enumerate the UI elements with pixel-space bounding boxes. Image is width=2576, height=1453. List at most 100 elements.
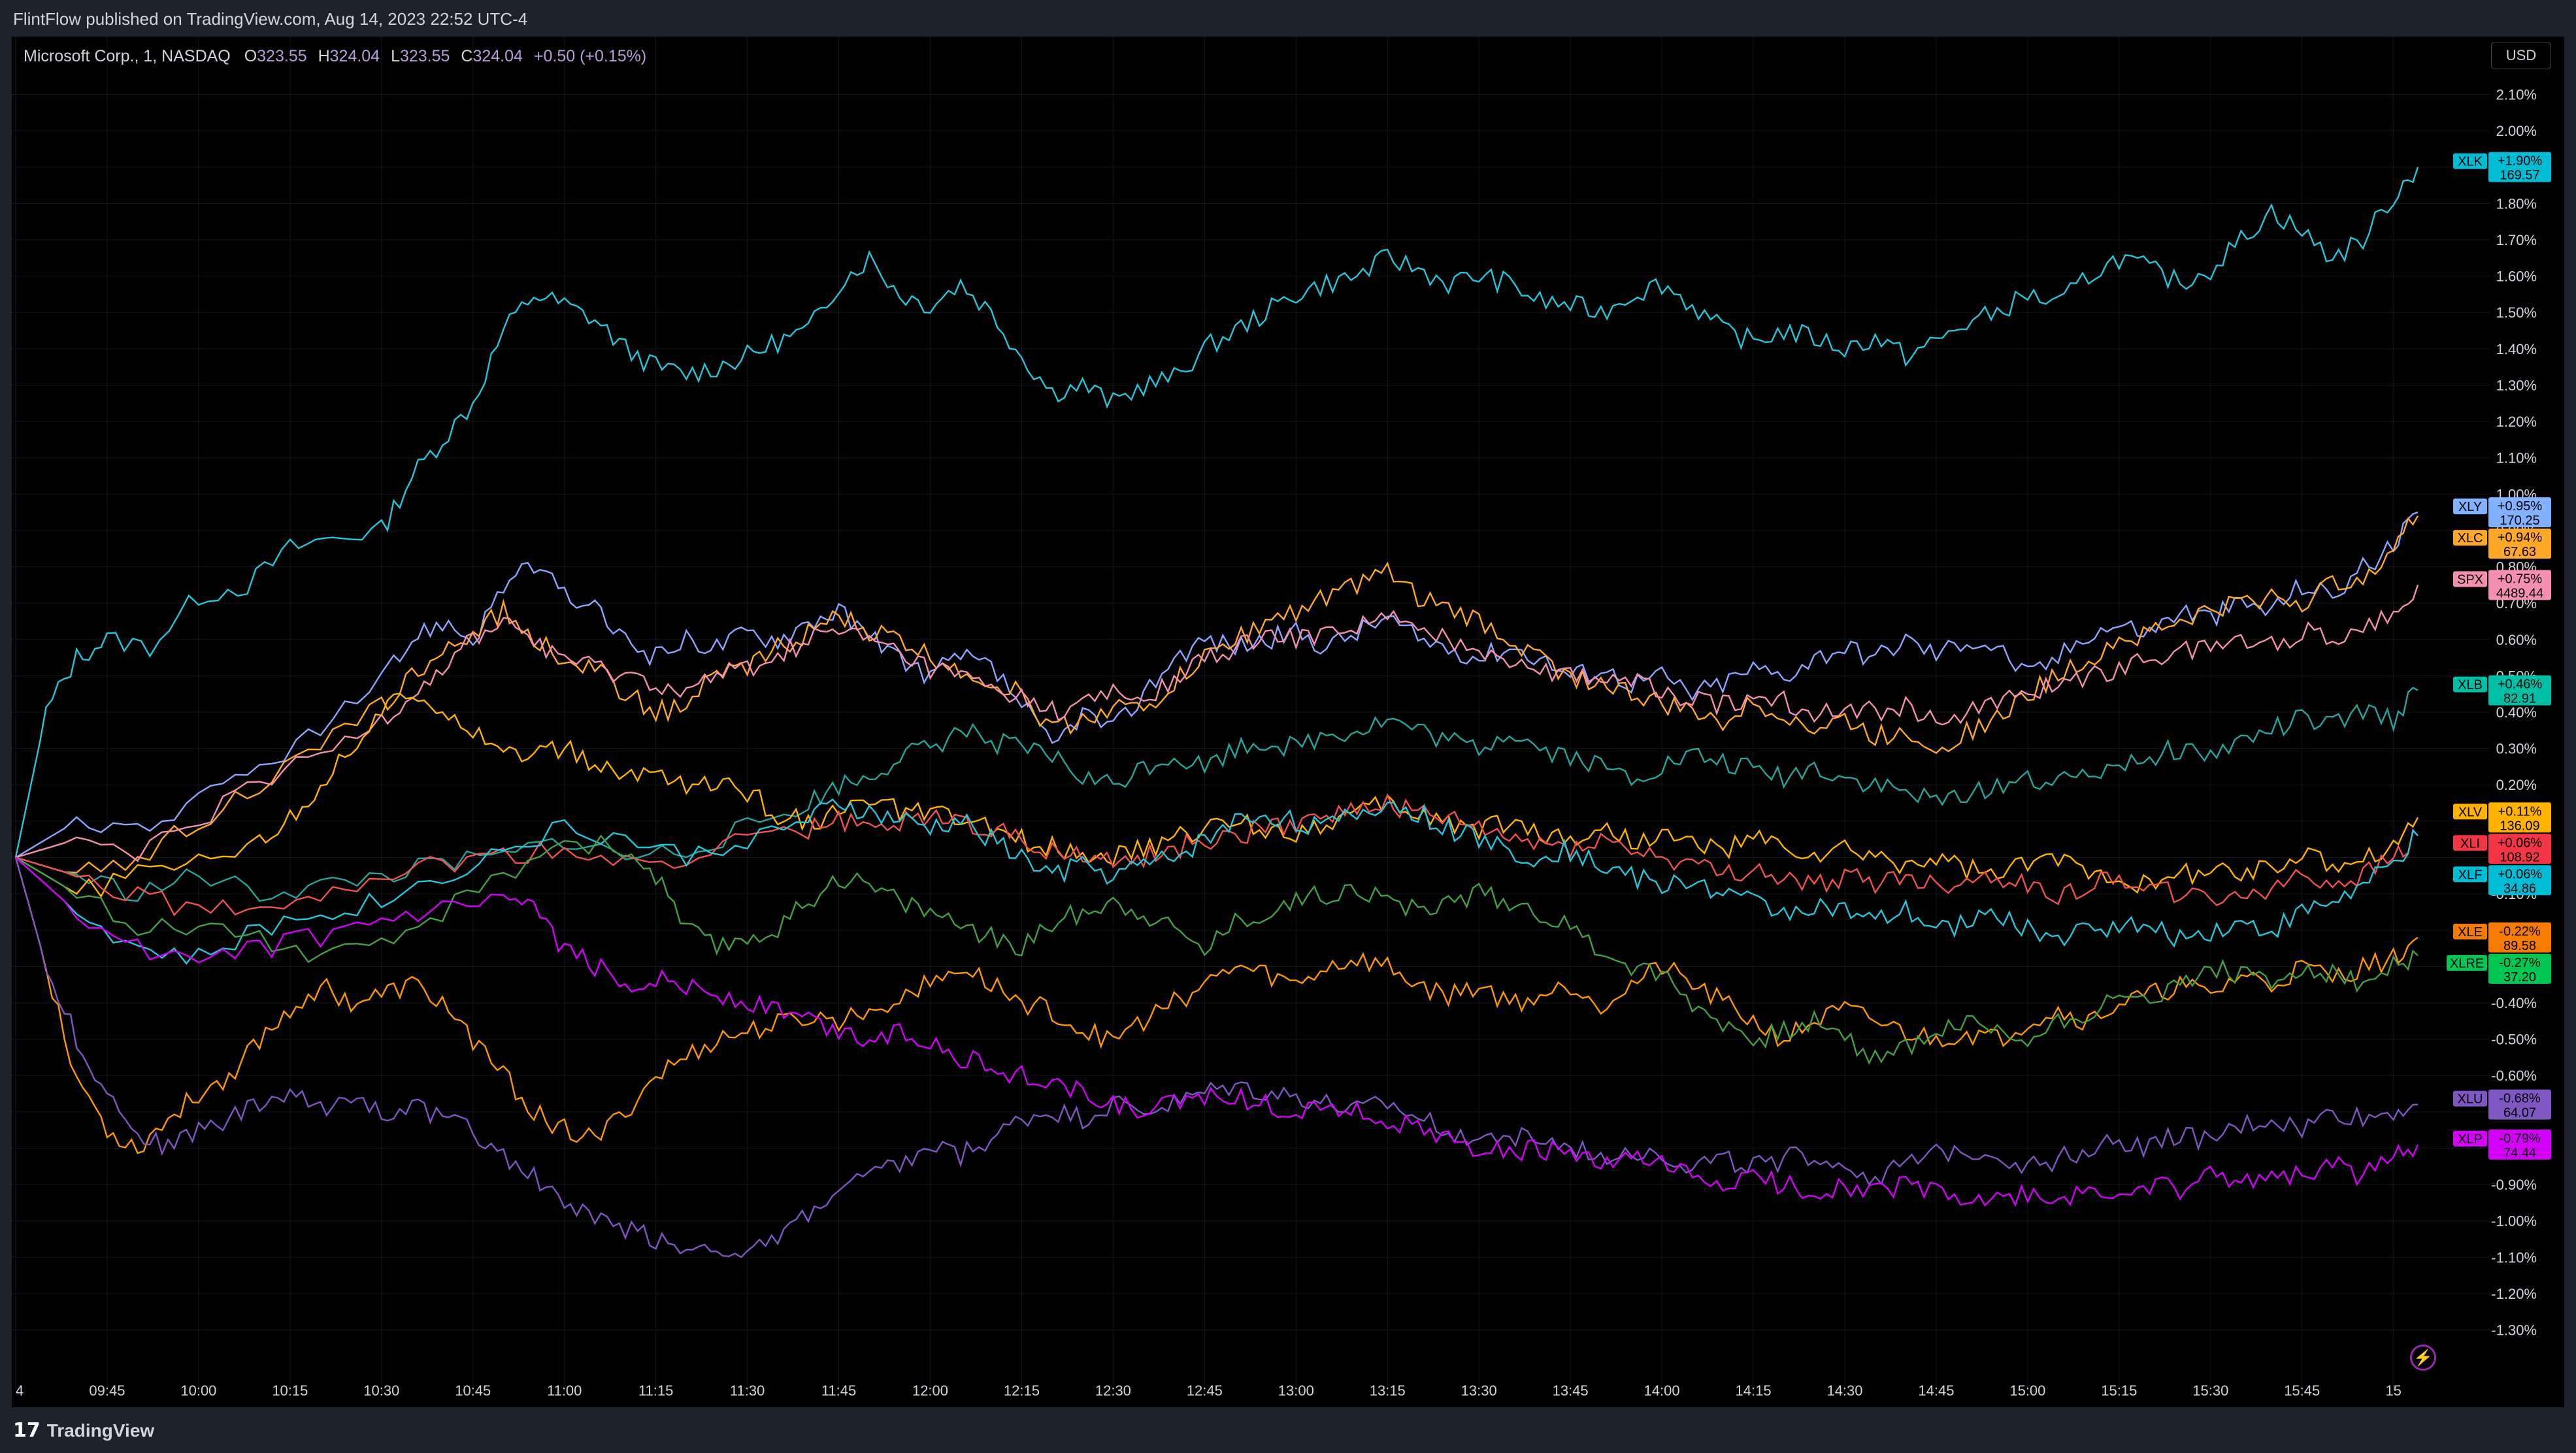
x-tick-label: 12:30	[1095, 1382, 1131, 1399]
series-name: XLP	[2458, 1132, 2483, 1147]
x-tick-label: 15:15	[2101, 1382, 2137, 1399]
legend-open: O323.55	[244, 47, 307, 65]
y-tick-label: 1.60%	[2496, 269, 2537, 285]
series-name: XLK	[2458, 155, 2483, 169]
symbol-legend[interactable]: Microsoft Corp., 1, NASDAQ O323.55 H324.…	[24, 47, 646, 66]
series-label-xlc[interactable]: XLC +0.94%67.63	[2453, 529, 2551, 559]
y-tick-label: 1.80%	[2496, 195, 2537, 212]
y-tick-label: -1.10%	[2491, 1249, 2537, 1265]
series-label-xlre[interactable]: XLRE -0.27%37.20	[2447, 953, 2551, 985]
series-line-xlb[interactable]	[15, 687, 2419, 902]
series-name-badge	[2453, 571, 2487, 587]
x-tick-label: 10:30	[363, 1382, 399, 1399]
y-tick-label: 0.40%	[2496, 704, 2537, 721]
series-value-badge	[2488, 1129, 2551, 1160]
series-label-xlv[interactable]: XLV +0.11%136.09	[2453, 802, 2551, 833]
series-name-badge	[2453, 1090, 2487, 1107]
footer-brand: TradingView	[46, 1420, 155, 1441]
grid	[12, 37, 2490, 1392]
currency-button[interactable]: USD	[2491, 42, 2551, 69]
series-label-xlp[interactable]: XLP -0.79%74.44	[2453, 1129, 2551, 1160]
y-tick-label: 2.00%	[2496, 123, 2537, 139]
series-last-pct: -0.27%	[2499, 956, 2541, 970]
series-label-xlf[interactable]: XLF +0.06%34.86	[2453, 865, 2551, 896]
series-line-xle[interactable]	[14, 857, 2419, 1154]
y-tick-label: 1.20%	[2496, 414, 2537, 430]
series-name: SPX	[2457, 572, 2483, 587]
series-line-xlf[interactable]	[15, 798, 2419, 965]
y-tick-label: -1.20%	[2491, 1286, 2537, 1302]
y-tick-label: 1.40%	[2496, 341, 2537, 357]
x-tick-label: 13:45	[1553, 1382, 1589, 1399]
x-tick-label: 10:45	[455, 1382, 491, 1399]
y-tick-label: 2.10%	[2496, 86, 2537, 103]
series-value-badge	[2488, 497, 2551, 528]
x-tick-label: 14:45	[1918, 1382, 1954, 1399]
series-line-xlk[interactable]	[14, 167, 2419, 858]
series-name-badge	[2453, 530, 2487, 546]
series-line-xli[interactable]	[15, 793, 2419, 917]
series-value-badge	[2488, 675, 2551, 706]
series-label-spx[interactable]: SPX +0.75%4489.44	[2453, 570, 2551, 600]
series-name-badge	[2453, 676, 2487, 693]
series-name: XLI	[2460, 836, 2480, 851]
series-name-badge	[2447, 955, 2487, 971]
x-tick-label: 13:15	[1370, 1382, 1406, 1399]
series-last-pct: -0.22%	[2499, 924, 2541, 939]
legend-low: L323.55	[391, 47, 450, 65]
tradingview-logo-icon: 𝟭𝟳	[13, 1420, 41, 1441]
series-lines	[14, 167, 2419, 1258]
series-value-badge	[2488, 529, 2551, 559]
series-line-xlc[interactable]	[15, 515, 2419, 873]
x-tick-label: 12:00	[912, 1382, 948, 1399]
series-label-xle[interactable]: XLE -0.22%89.58	[2453, 922, 2551, 953]
y-tick-label: -0.60%	[2491, 1068, 2537, 1084]
y-tick-label: -1.30%	[2491, 1322, 2537, 1339]
tradingview-logo[interactable]: 𝟭𝟳 TradingView	[13, 1419, 154, 1442]
series-last-price: 74.44	[2503, 1146, 2536, 1160]
series-label-xlb[interactable]: XLB +0.46%82.91	[2453, 675, 2551, 706]
series-label-xlu[interactable]: XLU -0.68%64.07	[2453, 1089, 2551, 1120]
series-name-badge	[2453, 153, 2487, 169]
series-value-badge	[2488, 953, 2551, 984]
series-last-price: 64.07	[2503, 1106, 2536, 1120]
series-name-badge	[2453, 923, 2487, 939]
x-tick-label: 09:45	[89, 1382, 125, 1399]
legend-high: H324.04	[318, 47, 380, 65]
x-tick-label: 14:30	[1826, 1382, 1862, 1399]
series-label-xly[interactable]: XLY +0.95%170.25	[2453, 497, 2551, 528]
series-last-price: 108.92	[2500, 850, 2539, 864]
x-tick-label: 10:00	[180, 1382, 216, 1399]
series-value-badge	[2488, 865, 2551, 896]
footer-bar: 𝟭𝟳 TradingView	[0, 1407, 2576, 1453]
series-name: XLRE	[2450, 956, 2484, 971]
series-line-xlp[interactable]	[15, 857, 2419, 1207]
series-value-badge	[2488, 1089, 2551, 1120]
series-line-xlre[interactable]	[15, 834, 2419, 1065]
x-tick-label: 15:00	[2009, 1382, 2045, 1399]
series-name-badge	[2453, 866, 2487, 883]
series-last-pct: +1.90%	[2498, 154, 2543, 169]
lightning-bolt-icon[interactable]: ⚡	[2410, 1345, 2436, 1371]
series-label-xli[interactable]: XLI +0.06%108.92	[2453, 834, 2551, 864]
x-tick-label: 4	[16, 1382, 24, 1399]
publish-info: FlintFlow published on TradingView.com, …	[13, 9, 528, 29]
series-last-pct: +0.75%	[2498, 572, 2543, 586]
series-line-xlv[interactable]	[15, 693, 2419, 898]
y-tick-label: 1.50%	[2496, 304, 2537, 321]
x-tick-label: 15:30	[2192, 1382, 2228, 1399]
series-last-price: 37.20	[2503, 970, 2536, 985]
y-tick-label: -1.00%	[2491, 1213, 2537, 1230]
series-name: XLC	[2458, 531, 2483, 546]
y-tick-label: 0.30%	[2496, 741, 2537, 757]
series-last-pct: +0.06%	[2498, 836, 2543, 850]
series-label-xlk[interactable]: XLK +1.90%169.57	[2453, 152, 2551, 183]
chart-pane[interactable]	[12, 37, 2564, 1407]
series-last-price: 169.57	[2500, 169, 2539, 183]
series-line-xlu[interactable]	[14, 857, 2419, 1258]
series-last-price: 4489.44	[2496, 586, 2543, 600]
legend-close: C324.04	[461, 47, 523, 65]
series-line-spx[interactable]	[15, 584, 2419, 862]
series-line-xly[interactable]	[15, 511, 2419, 858]
